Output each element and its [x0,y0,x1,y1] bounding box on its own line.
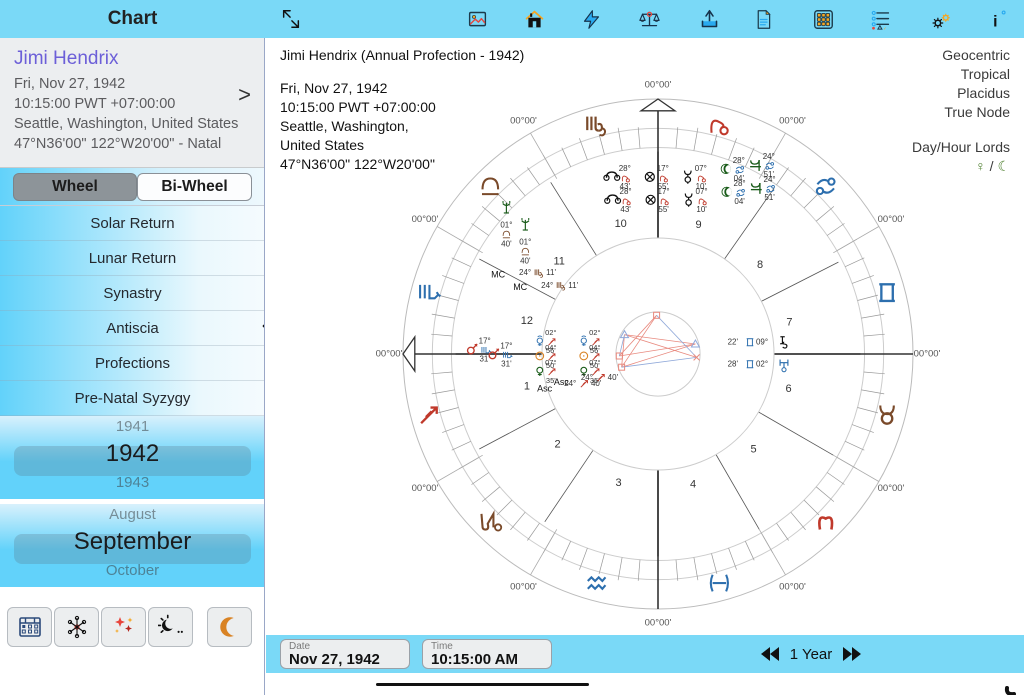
svg-text:09°: 09° [756,337,768,346]
svg-text:31': 31' [501,359,512,368]
svg-text:Asc: Asc [537,383,553,393]
svg-text:MC: MC [491,269,505,279]
svg-text:24°: 24° [764,175,776,184]
svg-text:04': 04' [734,197,745,206]
svg-text:1: 1 [524,381,530,393]
svg-text:9: 9 [696,219,702,231]
svg-text:28': 28' [728,359,739,368]
svg-text:43': 43' [620,205,631,214]
svg-text:02°: 02° [756,359,768,368]
svg-text:24°: 24° [763,152,775,161]
svg-text:2: 2 [555,438,561,450]
svg-text:07°: 07° [696,187,708,196]
svg-text:7: 7 [786,316,792,328]
svg-text:28°: 28° [734,179,746,188]
svg-text:01°: 01° [519,238,531,247]
svg-text:00°00': 00°00' [510,116,537,127]
svg-text:11': 11' [546,268,556,277]
svg-text:00°00': 00°00' [645,80,672,91]
svg-text:4: 4 [690,478,696,490]
svg-text:51': 51' [764,193,775,202]
svg-text:04°: 04° [545,343,556,352]
svg-text:17°: 17° [658,187,670,196]
svg-text:07°: 07° [589,358,600,367]
svg-text:11: 11 [553,256,564,268]
svg-text:00°00': 00°00' [376,349,403,360]
svg-text:22': 22' [728,337,739,346]
svg-text:00°00': 00°00' [914,349,941,360]
svg-text:10': 10' [696,205,707,214]
svg-text:10: 10 [615,218,627,230]
svg-text:12: 12 [521,315,533,327]
svg-text:00°00': 00°00' [878,214,905,225]
svg-text:00°00': 00°00' [645,618,672,629]
svg-text:8: 8 [757,259,763,271]
svg-text:00°00': 00°00' [510,582,537,593]
svg-text:i: i [993,13,997,30]
svg-text:17°: 17° [479,336,491,345]
svg-text:24°: 24° [581,373,593,382]
svg-text:00°00': 00°00' [779,116,806,127]
svg-text:17°: 17° [500,341,512,350]
svg-text:40': 40' [520,257,531,266]
svg-text:02°: 02° [589,328,600,337]
svg-text:00°00': 00°00' [412,214,439,225]
svg-text:24°: 24° [541,281,553,290]
svg-text:6: 6 [785,383,791,395]
svg-text:07°: 07° [545,358,556,367]
svg-text:28°: 28° [619,164,631,173]
svg-text:55': 55' [658,205,669,214]
svg-text:11': 11' [568,281,578,290]
svg-text:17°: 17° [657,164,669,173]
svg-text:07°: 07° [695,164,707,173]
svg-text:01°: 01° [500,221,512,230]
svg-text:00°00': 00°00' [878,483,905,494]
svg-text:MC: MC [513,282,527,292]
svg-text:40': 40' [608,373,619,382]
svg-text:00°00': 00°00' [412,483,439,494]
svg-text:3: 3 [615,477,621,489]
svg-text:5: 5 [751,444,757,456]
svg-text:24°: 24° [519,268,531,277]
svg-text:40': 40' [501,240,512,249]
svg-text:28°: 28° [620,187,632,196]
svg-text:Asc: Asc [554,377,570,387]
svg-text:02°: 02° [545,328,556,337]
svg-text:28°: 28° [733,156,745,165]
svg-text:00°00': 00°00' [779,582,806,593]
svg-text:04°: 04° [589,343,600,352]
